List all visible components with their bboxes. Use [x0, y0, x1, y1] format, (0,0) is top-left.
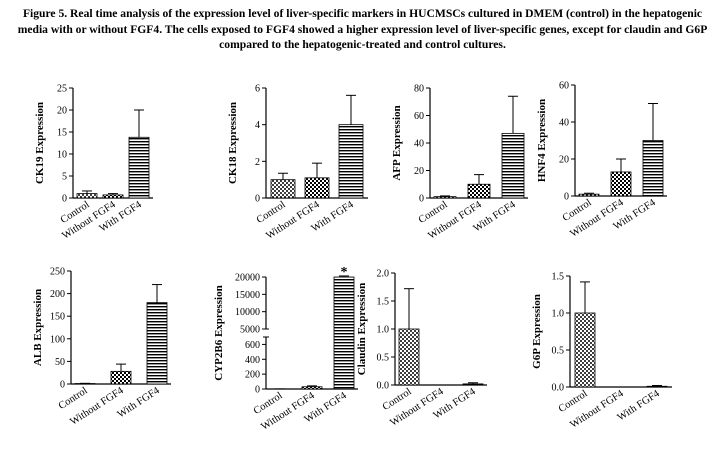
y-tick-label: 0: [419, 194, 424, 205]
y-tick-label: 0: [564, 192, 569, 203]
y-axis-label: G6P Expression: [531, 294, 543, 369]
y-tick-label: 100: [50, 334, 65, 345]
y-tick-label: 0.0: [552, 383, 565, 394]
y-tick-label: 0: [62, 194, 67, 205]
y-axis-label: CYP2B6 Expression: [213, 285, 225, 380]
y-axis-label: AFP Expression: [391, 105, 403, 180]
bar: [128, 136, 150, 199]
y-tick-label: 15000: [235, 290, 260, 301]
bar: [501, 132, 525, 199]
y-tick-label: 1.0: [377, 325, 390, 336]
chart-panel: 5000 10000 15000 20000 0 200 400 600 CYP2B6 Expr…: [213, 265, 358, 433]
y-tick-label: 200: [245, 370, 260, 381]
y-tick-label: 60: [414, 111, 424, 122]
y-tick-label: 5: [62, 172, 67, 183]
y-tick-label: 25: [57, 84, 67, 95]
figure-caption: Figure 5. Real time analysis of the expr…: [17, 7, 708, 51]
bar: [462, 383, 484, 386]
y-tick-label: 2: [255, 157, 260, 168]
y-tick-label: 15: [57, 128, 67, 139]
y-tick-label: 40: [559, 118, 569, 129]
y-tick-label: 2.0: [377, 269, 390, 280]
y-axis-label: CK18 Expression: [227, 102, 239, 184]
y-tick-label: 150: [50, 312, 65, 323]
y-axis-label: ALB Expression: [32, 289, 44, 366]
y-tick-label: 50: [55, 357, 65, 368]
y-tick-label: 1.5: [552, 272, 565, 283]
bar: [610, 171, 632, 197]
y-tick-label: 40: [414, 139, 424, 150]
bar: [301, 386, 323, 390]
y-axis-label: HNF4 Expression: [536, 99, 548, 182]
bar: [574, 312, 596, 388]
y-tick-label: 1.5: [377, 297, 390, 308]
y-tick-label: 200: [50, 289, 65, 300]
bar: [102, 194, 124, 199]
bar: [146, 302, 168, 385]
bar: [646, 385, 668, 388]
bar: [642, 140, 664, 197]
bar: [76, 193, 98, 199]
bar: [398, 328, 420, 386]
y-tick-label: 0: [255, 385, 260, 396]
y-tick-label: 0: [255, 194, 260, 205]
bar: [338, 124, 364, 199]
bar: [270, 179, 296, 199]
y-tick-label: 80: [414, 84, 424, 95]
y-axis-label: Claudin Expression: [356, 283, 368, 375]
y-tick-label: 10000: [235, 307, 260, 318]
y-tick-label: 20000: [235, 273, 260, 284]
y-axis-label: CK19 Expression: [34, 102, 46, 184]
y-tick-label: 0.5: [552, 346, 565, 357]
y-tick-label: 20: [414, 166, 424, 177]
y-tick-label: 1.0: [552, 309, 565, 320]
bar: [433, 196, 457, 199]
y-tick-label: 400: [245, 355, 260, 366]
bar: [110, 370, 132, 385]
y-tick-label: 60: [559, 81, 569, 92]
y-tick-label: 600: [245, 340, 260, 351]
bar: [578, 193, 600, 197]
bar: [304, 177, 330, 199]
y-tick-label: 0: [60, 380, 65, 391]
significance-marker: *: [341, 265, 348, 280]
y-tick-label: 0.0: [377, 381, 390, 392]
y-tick-label: 0.5: [377, 353, 390, 364]
y-tick-label: 10: [57, 150, 67, 161]
bar: [467, 183, 491, 199]
y-tick-label: 20: [559, 155, 569, 166]
bar: [333, 276, 355, 390]
y-tick-label: 250: [50, 267, 65, 278]
y-tick-label: 4: [255, 120, 260, 131]
y-tick-label: 6: [255, 84, 260, 95]
y-tick-label: 20: [57, 106, 67, 117]
y-tick-label: 5000: [240, 325, 260, 336]
